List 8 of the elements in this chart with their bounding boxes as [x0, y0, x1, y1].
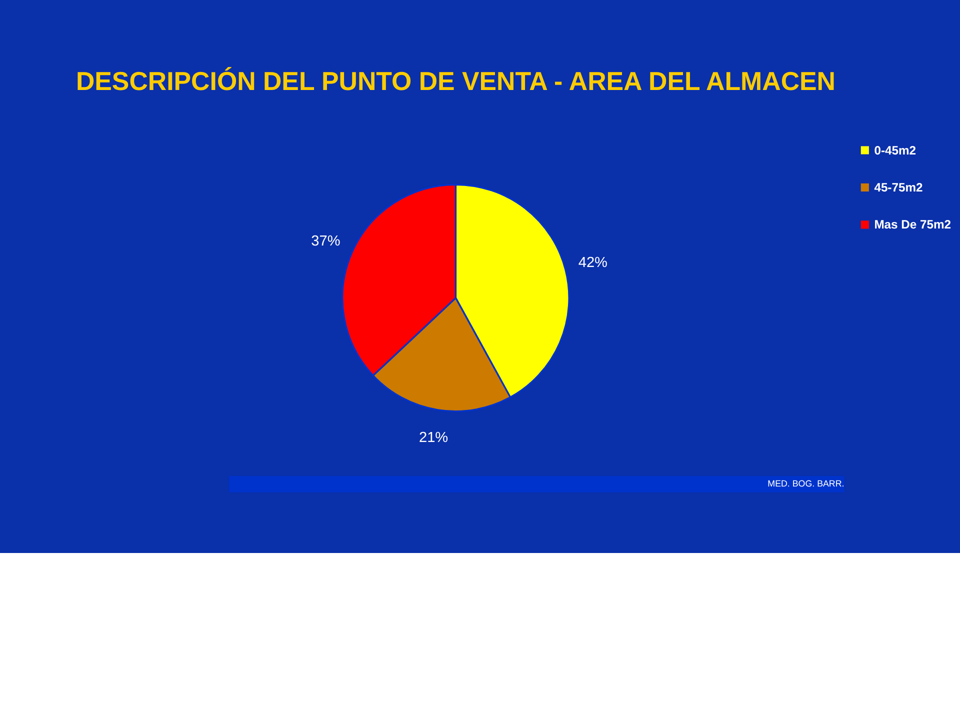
legend-label: 0-45m2 — [874, 143, 916, 158]
legend-label: Mas De 75m2 — [874, 218, 952, 232]
text: MED. BOG. BARR. — [768, 478, 844, 489]
data-label: 42% — [578, 254, 608, 271]
data-label: 37% — [311, 234, 340, 250]
chart-title: DESCRIPCIÓN DEL PUNTO DE VENTA - AREA DEL ALMACEN — [76, 66, 836, 96]
data-label: 21% — [418, 430, 448, 446]
legend-label: 45-75m2 — [874, 180, 923, 195]
